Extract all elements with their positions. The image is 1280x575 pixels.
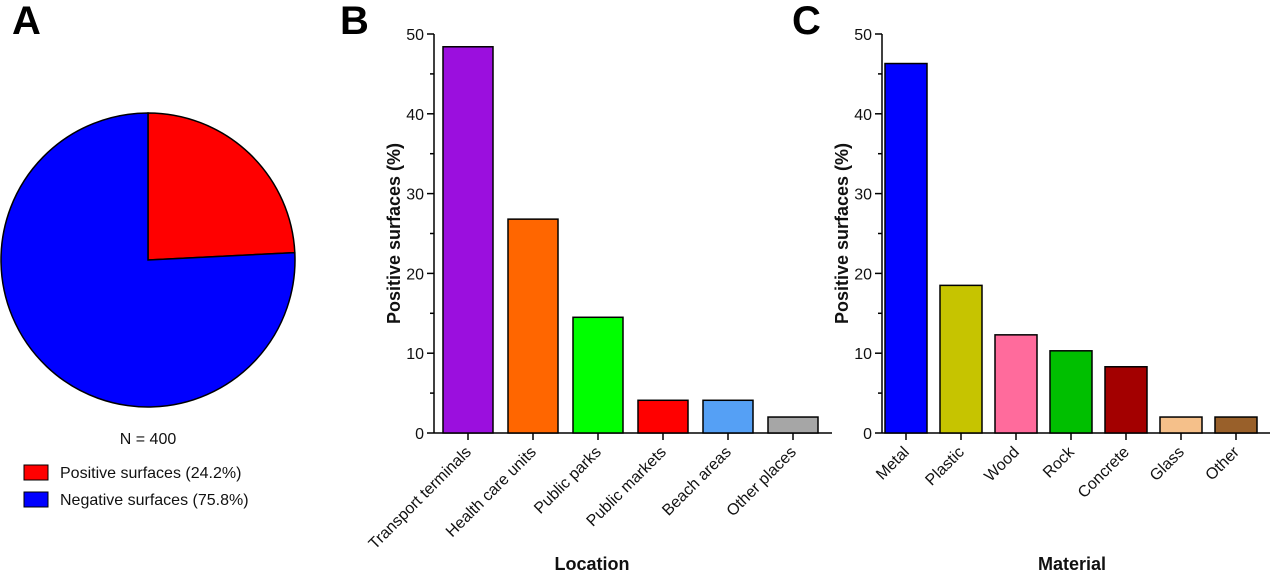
bar (1104, 366, 1148, 434)
y-tick-label: 50 (406, 27, 424, 44)
category-label: Metal (873, 444, 913, 484)
bar (637, 399, 689, 434)
bar (939, 284, 983, 434)
category-label: Other places (724, 444, 800, 520)
pie-legend: Positive surfaces (24.2%) Negative surfa… (23, 464, 249, 509)
category-label: Public parks (531, 444, 605, 518)
pie-slice-negative (0, 112, 296, 408)
bar (702, 399, 754, 434)
category-label: Concrete (1075, 444, 1133, 502)
bar (507, 218, 559, 434)
bar (884, 62, 928, 434)
bar (994, 334, 1038, 434)
x-axis-title: Location (555, 554, 630, 574)
bar (572, 316, 624, 434)
y-tick-label: 50 (854, 27, 872, 44)
panel-letter-a: A (12, 0, 41, 43)
y-axis-title: Positive surfaces (%) (384, 143, 404, 324)
y-tick-label: 40 (406, 107, 424, 124)
category-label: Glass (1147, 444, 1188, 485)
bar (767, 416, 819, 434)
panel-letter-b: B (340, 0, 369, 43)
y-tick-label: 10 (854, 346, 872, 363)
pie-chart (0, 112, 296, 408)
y-tick-label: 40 (854, 107, 872, 124)
y-tick-label: 20 (854, 266, 872, 283)
y-tick-label: 0 (415, 426, 424, 443)
legend-label-positive: Positive surfaces (24.2%) (60, 465, 241, 482)
pie-slice-positive (147, 112, 296, 261)
y-tick-label: 30 (854, 187, 872, 204)
y-tick-label: 0 (863, 426, 872, 443)
pie-annotation: N = 400 (120, 431, 177, 448)
bar (442, 46, 494, 434)
x-axis-title: Material (1038, 554, 1106, 574)
legend-swatch-negative (23, 491, 49, 508)
y-tick-label: 20 (406, 266, 424, 283)
legend-swatch-positive (23, 464, 49, 481)
legend-label-negative: Negative surfaces (75.8%) (60, 492, 249, 509)
category-label: Plastic (922, 444, 967, 489)
bar (1049, 350, 1093, 434)
bar (1159, 416, 1203, 434)
category-label: Other (1203, 443, 1244, 484)
y-axis-title: Positive surfaces (%) (832, 143, 852, 324)
y-tick-label: 10 (406, 346, 424, 363)
category-label: Rock (1040, 443, 1079, 482)
category-label: Wood (981, 444, 1022, 485)
y-tick-label: 30 (406, 187, 424, 204)
panel-letter-c: C (792, 0, 821, 43)
bar (1214, 416, 1258, 434)
